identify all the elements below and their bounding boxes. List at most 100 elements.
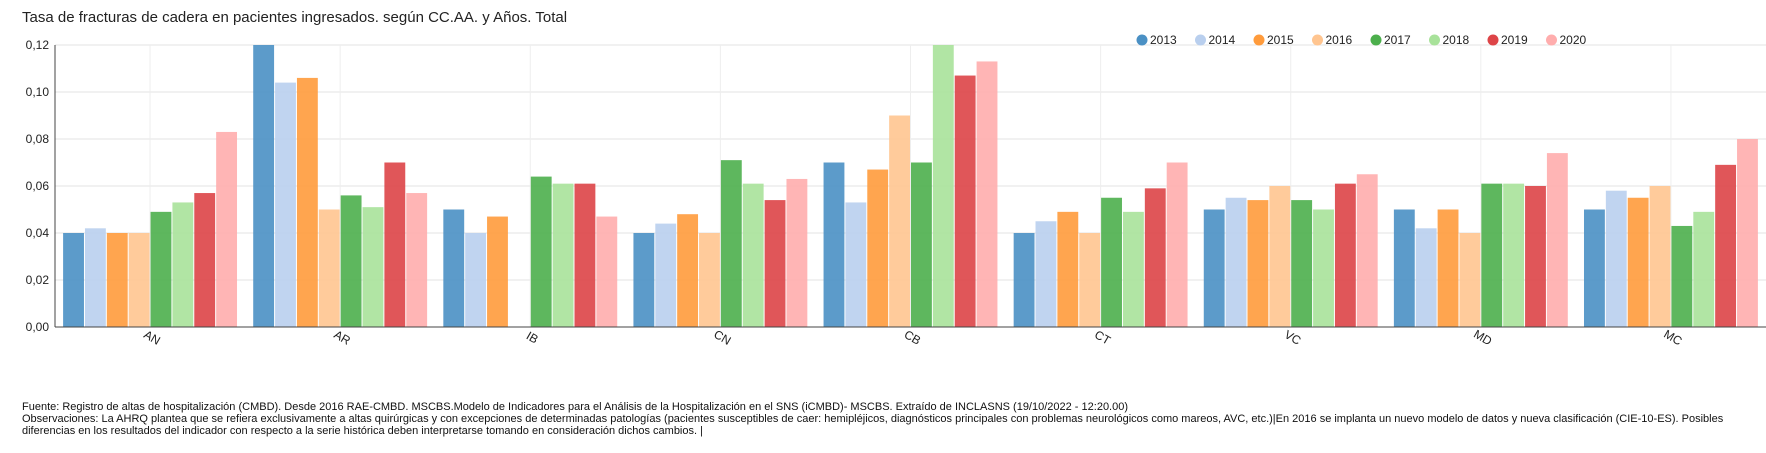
legend-swatch	[1487, 34, 1499, 46]
y-tick-label: 0,06	[26, 179, 50, 193]
bar-2017-MC[interactable]	[1671, 225, 1693, 327]
bar-2016-CT[interactable]	[1079, 233, 1101, 327]
bar-2015-IB[interactable]	[487, 216, 508, 327]
bar-2013-CN[interactable]	[633, 233, 655, 327]
legend-item-2015[interactable]: 2015	[1253, 33, 1295, 47]
bar-2016-AR[interactable]	[318, 209, 340, 328]
bar-2018-MD[interactable]	[1503, 183, 1525, 327]
bar-2015-MC[interactable]	[1627, 197, 1649, 327]
legend-item-2019[interactable]: 2019	[1487, 33, 1529, 47]
chart-title: Tasa de fracturas de cadera en pacientes…	[22, 9, 568, 26]
bar-2017-MD[interactable]	[1481, 183, 1503, 327]
legend-swatch	[1312, 34, 1323, 46]
bar-2015-AN[interactable]	[106, 233, 128, 327]
bar-2017-CB[interactable]	[911, 162, 932, 328]
axis-layer: 0,00 0,02 0,04 0,06 0,08 0,10 0,12 AN AR IB CN CB CT…	[26, 38, 1766, 348]
bar-2015-VC[interactable]	[1247, 200, 1269, 327]
legend-label: 2017	[1384, 33, 1411, 47]
bar-2015-MD[interactable]	[1437, 209, 1459, 328]
bar-2013-IB[interactable]	[443, 209, 465, 328]
bar-layer	[63, 45, 1758, 328]
bar-2014-CN[interactable]	[655, 223, 677, 327]
x-tick-label: AN	[141, 327, 162, 347]
bar-2019-MD[interactable]	[1525, 186, 1546, 327]
y-tick-label: 0,00	[26, 320, 50, 334]
bar-2014-CB[interactable]	[845, 202, 867, 327]
bar-2016-MD[interactable]	[1459, 233, 1481, 327]
bar-2020-CN[interactable]	[786, 178, 808, 327]
bar-2018-VC[interactable]	[1313, 209, 1334, 328]
bar-2016-CN[interactable]	[699, 233, 720, 327]
bar-2020-CT[interactable]	[1166, 162, 1188, 328]
legend-swatch	[1195, 34, 1206, 46]
bar-2019-VC[interactable]	[1334, 183, 1356, 327]
bar-2018-CN[interactable]	[742, 183, 764, 327]
source-note: Fuente: Registro de altas de hospitaliza…	[22, 401, 1129, 413]
bar-2020-IB[interactable]	[596, 216, 618, 327]
bar-2016-AN[interactable]	[128, 233, 150, 327]
bar-2013-CB[interactable]	[823, 162, 845, 328]
bar-2019-CB[interactable]	[954, 75, 976, 327]
legend[interactable]: 2013 2014 2015 2016 2017 2018 2019 2020	[1136, 33, 1587, 47]
bar-2016-VC[interactable]	[1269, 186, 1291, 327]
bar-2016-MC[interactable]	[1649, 186, 1671, 327]
bar-2020-MC[interactable]	[1737, 139, 1758, 327]
bar-2014-MC[interactable]	[1605, 190, 1627, 327]
legend-label: 2015	[1267, 33, 1294, 47]
legend-item-2014[interactable]: 2014	[1195, 33, 1236, 47]
bar-2018-MC[interactable]	[1693, 211, 1715, 327]
bar-2015-CB[interactable]	[867, 169, 889, 327]
bar-2015-AR[interactable]	[296, 77, 318, 328]
bar-2013-MD[interactable]	[1393, 209, 1415, 328]
x-tick-label: CN	[711, 327, 733, 348]
bar-2013-AN[interactable]	[63, 233, 84, 327]
bar-2016-CB[interactable]	[889, 115, 910, 328]
legend-swatch	[1429, 34, 1440, 46]
bar-2020-MD[interactable]	[1546, 153, 1568, 327]
bar-2019-MC[interactable]	[1715, 164, 1737, 327]
legend-item-2020[interactable]: 2020	[1546, 33, 1587, 47]
bar-2018-IB[interactable]	[552, 183, 574, 327]
bar-2018-AN[interactable]	[172, 202, 194, 327]
bar-2014-AR[interactable]	[275, 82, 296, 327]
y-tick-label: 0,10	[26, 85, 50, 99]
bar-2017-AR[interactable]	[340, 195, 362, 327]
bar-2015-CT[interactable]	[1057, 211, 1079, 327]
bar-2015-CN[interactable]	[677, 214, 699, 327]
bar-2017-CT[interactable]	[1101, 197, 1122, 327]
legend-item-2018[interactable]: 2018	[1429, 33, 1470, 47]
bar-chart: 0,00 0,02 0,04 0,06 0,08 0,10 0,12 AN AR IB CN CB CT…	[26, 33, 1766, 348]
bar-2020-AN[interactable]	[216, 131, 238, 327]
bar-2020-AR[interactable]	[406, 193, 428, 327]
bar-2019-AN[interactable]	[194, 193, 216, 327]
bar-2014-AN[interactable]	[84, 228, 106, 327]
y-tick-label: 0,12	[26, 38, 50, 52]
bar-2018-AR[interactable]	[362, 207, 384, 327]
bar-2017-IB[interactable]	[530, 176, 552, 327]
observations-note: Observaciones: La AHRQ plantea que se re…	[22, 413, 1724, 437]
legend-item-2017[interactable]: 2017	[1370, 33, 1412, 47]
legend-label: 2016	[1326, 33, 1353, 47]
bar-2018-CT[interactable]	[1122, 211, 1144, 327]
bar-2019-AR[interactable]	[384, 162, 406, 328]
legend-item-2016[interactable]: 2016	[1312, 33, 1353, 47]
bar-2019-CT[interactable]	[1144, 188, 1166, 327]
bar-2017-CN[interactable]	[720, 160, 742, 327]
legend-item-2013[interactable]: 2013	[1136, 33, 1178, 47]
bar-2014-IB[interactable]	[465, 233, 487, 327]
bar-2017-VC[interactable]	[1291, 200, 1313, 327]
bar-2019-IB[interactable]	[574, 183, 596, 327]
bar-2014-CT[interactable]	[1035, 221, 1057, 327]
bar-2020-VC[interactable]	[1356, 174, 1378, 327]
bar-2014-MD[interactable]	[1415, 228, 1437, 327]
bar-2019-CN[interactable]	[764, 200, 786, 327]
bar-2018-CB[interactable]	[932, 45, 954, 327]
bar-2017-AN[interactable]	[150, 211, 172, 327]
bar-2013-CT[interactable]	[1013, 233, 1035, 327]
bar-2020-CB[interactable]	[976, 61, 998, 327]
bar-2014-VC[interactable]	[1225, 197, 1247, 327]
legend-swatch	[1136, 34, 1148, 46]
bar-2013-VC[interactable]	[1203, 209, 1225, 328]
bar-2013-AR[interactable]	[253, 45, 275, 327]
bar-2013-MC[interactable]	[1583, 209, 1605, 328]
